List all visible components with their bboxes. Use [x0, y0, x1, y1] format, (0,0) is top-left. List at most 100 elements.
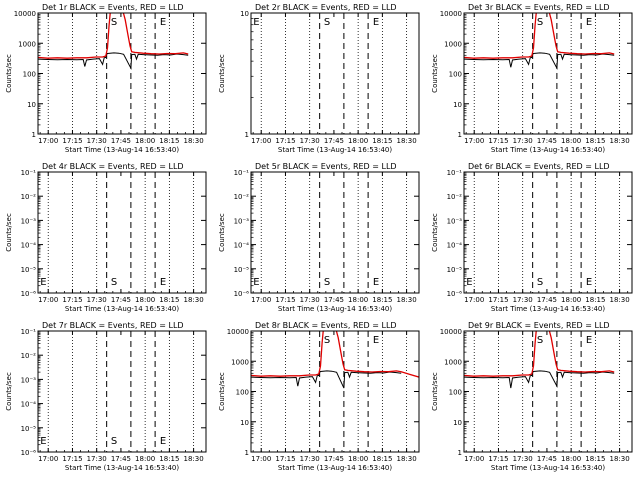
y-tick-label: 10⁻¹ — [234, 169, 250, 177]
plot-frame — [463, 171, 633, 294]
x-tick-label: 18:00 — [561, 455, 581, 463]
plot-frame — [37, 330, 207, 453]
panel-title: Det 6r BLACK = Events, RED = LLD — [468, 162, 610, 171]
x-tick-label: 17:30 — [513, 455, 533, 463]
y-tick-label: 10⁻⁶ — [21, 290, 37, 298]
x-tick-label: 17:15 — [62, 296, 82, 304]
x-tick-label: 17:00 — [464, 296, 484, 304]
y-tick-label: 10⁻⁶ — [234, 290, 250, 298]
y-tick-label: 10⁻³ — [21, 376, 37, 384]
y-tick-label: 10⁻⁵ — [234, 266, 250, 274]
y-tick-label: 10000 — [440, 10, 462, 18]
events-series-line — [464, 370, 615, 389]
events-series-line — [464, 52, 615, 71]
end-marker-label: E — [160, 436, 166, 447]
x-tick-label: 17:45 — [111, 296, 131, 304]
x-tick-label: 17:00 — [464, 455, 484, 463]
start-marker-label: S — [324, 277, 330, 288]
y-axis-label: Counts/sec — [431, 372, 439, 411]
end-marker-label: E — [373, 17, 379, 28]
start-marker-label: S — [537, 17, 543, 28]
x-tick-label: 18:30 — [397, 296, 417, 304]
panel-title: Det 4r BLACK = Events, RED = LLD — [42, 162, 184, 171]
x-tick-label: 17:30 — [300, 296, 320, 304]
x-tick-label: 17:30 — [87, 137, 107, 145]
x-tick-label: 17:45 — [111, 455, 131, 463]
x-axis-label: Start Time (13-Aug-14 16:53:40) — [278, 305, 392, 313]
x-tick-label: 18:15 — [159, 137, 179, 145]
x-tick-label: 17:00 — [251, 455, 271, 463]
x-tick-label: 17:45 — [324, 137, 344, 145]
y-tick-label: 10⁻⁶ — [21, 449, 37, 457]
y-tick-label: 10⁻³ — [447, 217, 463, 225]
x-tick-label: 17:15 — [488, 137, 508, 145]
y-tick-label: 100 — [449, 389, 462, 397]
y-tick-label: 10 — [453, 101, 462, 109]
end-marker-label: E — [253, 17, 259, 28]
y-tick-label: 100 — [449, 71, 462, 79]
end-marker-label: E — [586, 277, 592, 288]
x-tick-label: 18:30 — [184, 455, 204, 463]
x-tick-label: 18:30 — [397, 455, 417, 463]
y-tick-label: 10⁻² — [234, 193, 250, 201]
lld-series-line — [251, 331, 419, 378]
plot-frame — [250, 171, 420, 294]
panel-title: Det 3r BLACK = Events, RED = LLD — [468, 3, 610, 12]
x-tick-label: 18:00 — [561, 137, 581, 145]
x-tick-label: 17:45 — [537, 455, 557, 463]
start-marker-label: S — [324, 335, 330, 346]
start-marker-label: S — [324, 17, 330, 28]
y-tick-label: 100 — [236, 389, 249, 397]
y-tick-label: 10⁻² — [21, 193, 37, 201]
x-tick-label: 18:00 — [135, 296, 155, 304]
y-tick-label: 10 — [240, 10, 249, 18]
y-axis-label: Counts/sec — [5, 372, 13, 411]
y-tick-label: 10000 — [14, 10, 36, 18]
x-tick-label: 17:30 — [513, 137, 533, 145]
y-axis-label: Counts/sec — [431, 213, 439, 252]
x-tick-label: 18:15 — [585, 296, 605, 304]
panel-title: Det 8r BLACK = Events, RED = LLD — [255, 321, 397, 330]
y-tick-label: 10 — [453, 419, 462, 427]
y-tick-label: 10⁻⁴ — [447, 242, 463, 250]
x-tick-label: 17:30 — [513, 296, 533, 304]
y-tick-label: 10⁻⁶ — [447, 290, 463, 298]
x-tick-label: 17:45 — [537, 137, 557, 145]
y-tick-label: 10⁻⁵ — [21, 266, 37, 274]
y-tick-label: 1000 — [444, 40, 462, 48]
x-tick-label: 17:45 — [324, 296, 344, 304]
x-tick-label: 18:00 — [561, 296, 581, 304]
x-tick-label: 17:15 — [62, 137, 82, 145]
y-tick-label: 10⁻¹ — [21, 169, 37, 177]
x-tick-label: 17:45 — [111, 137, 131, 145]
end-marker-label: E — [253, 277, 259, 288]
y-tick-label: 10⁻⁴ — [234, 242, 250, 250]
end-marker-label: E — [373, 277, 379, 288]
panel-series-group — [251, 331, 419, 389]
end-marker-label: E — [586, 17, 592, 28]
end-marker-label: E — [373, 335, 379, 346]
plot-frame — [37, 171, 207, 294]
lld-series-line — [464, 331, 615, 377]
x-tick-label: 17:45 — [324, 455, 344, 463]
start-marker-label: S — [537, 335, 543, 346]
x-tick-label: 18:30 — [610, 455, 630, 463]
x-axis-label: Start Time (13-Aug-14 16:53:40) — [491, 146, 605, 154]
y-tick-label: 10 — [240, 419, 249, 427]
end-marker-label: E — [586, 335, 592, 346]
panel-title: Det 5r BLACK = Events, RED = LLD — [255, 162, 397, 171]
y-axis-label: Counts/sec — [218, 213, 226, 252]
y-tick-label: 10⁻⁴ — [21, 242, 37, 250]
y-tick-label: 10⁻⁵ — [21, 425, 37, 433]
y-tick-label: 10⁻⁵ — [447, 266, 463, 274]
x-tick-label: 17:15 — [488, 455, 508, 463]
start-marker-label: S — [111, 277, 117, 288]
x-tick-label: 17:00 — [38, 455, 58, 463]
x-tick-label: 18:00 — [135, 137, 155, 145]
x-tick-label: 17:15 — [275, 455, 295, 463]
events-series-line — [251, 370, 402, 389]
x-tick-label: 17:45 — [537, 296, 557, 304]
x-axis-label: Start Time (13-Aug-14 16:53:40) — [491, 464, 605, 472]
